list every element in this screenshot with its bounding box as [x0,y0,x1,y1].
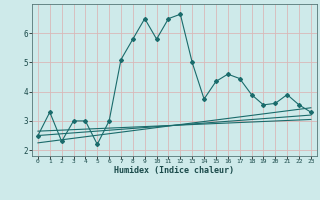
X-axis label: Humidex (Indice chaleur): Humidex (Indice chaleur) [115,166,234,175]
